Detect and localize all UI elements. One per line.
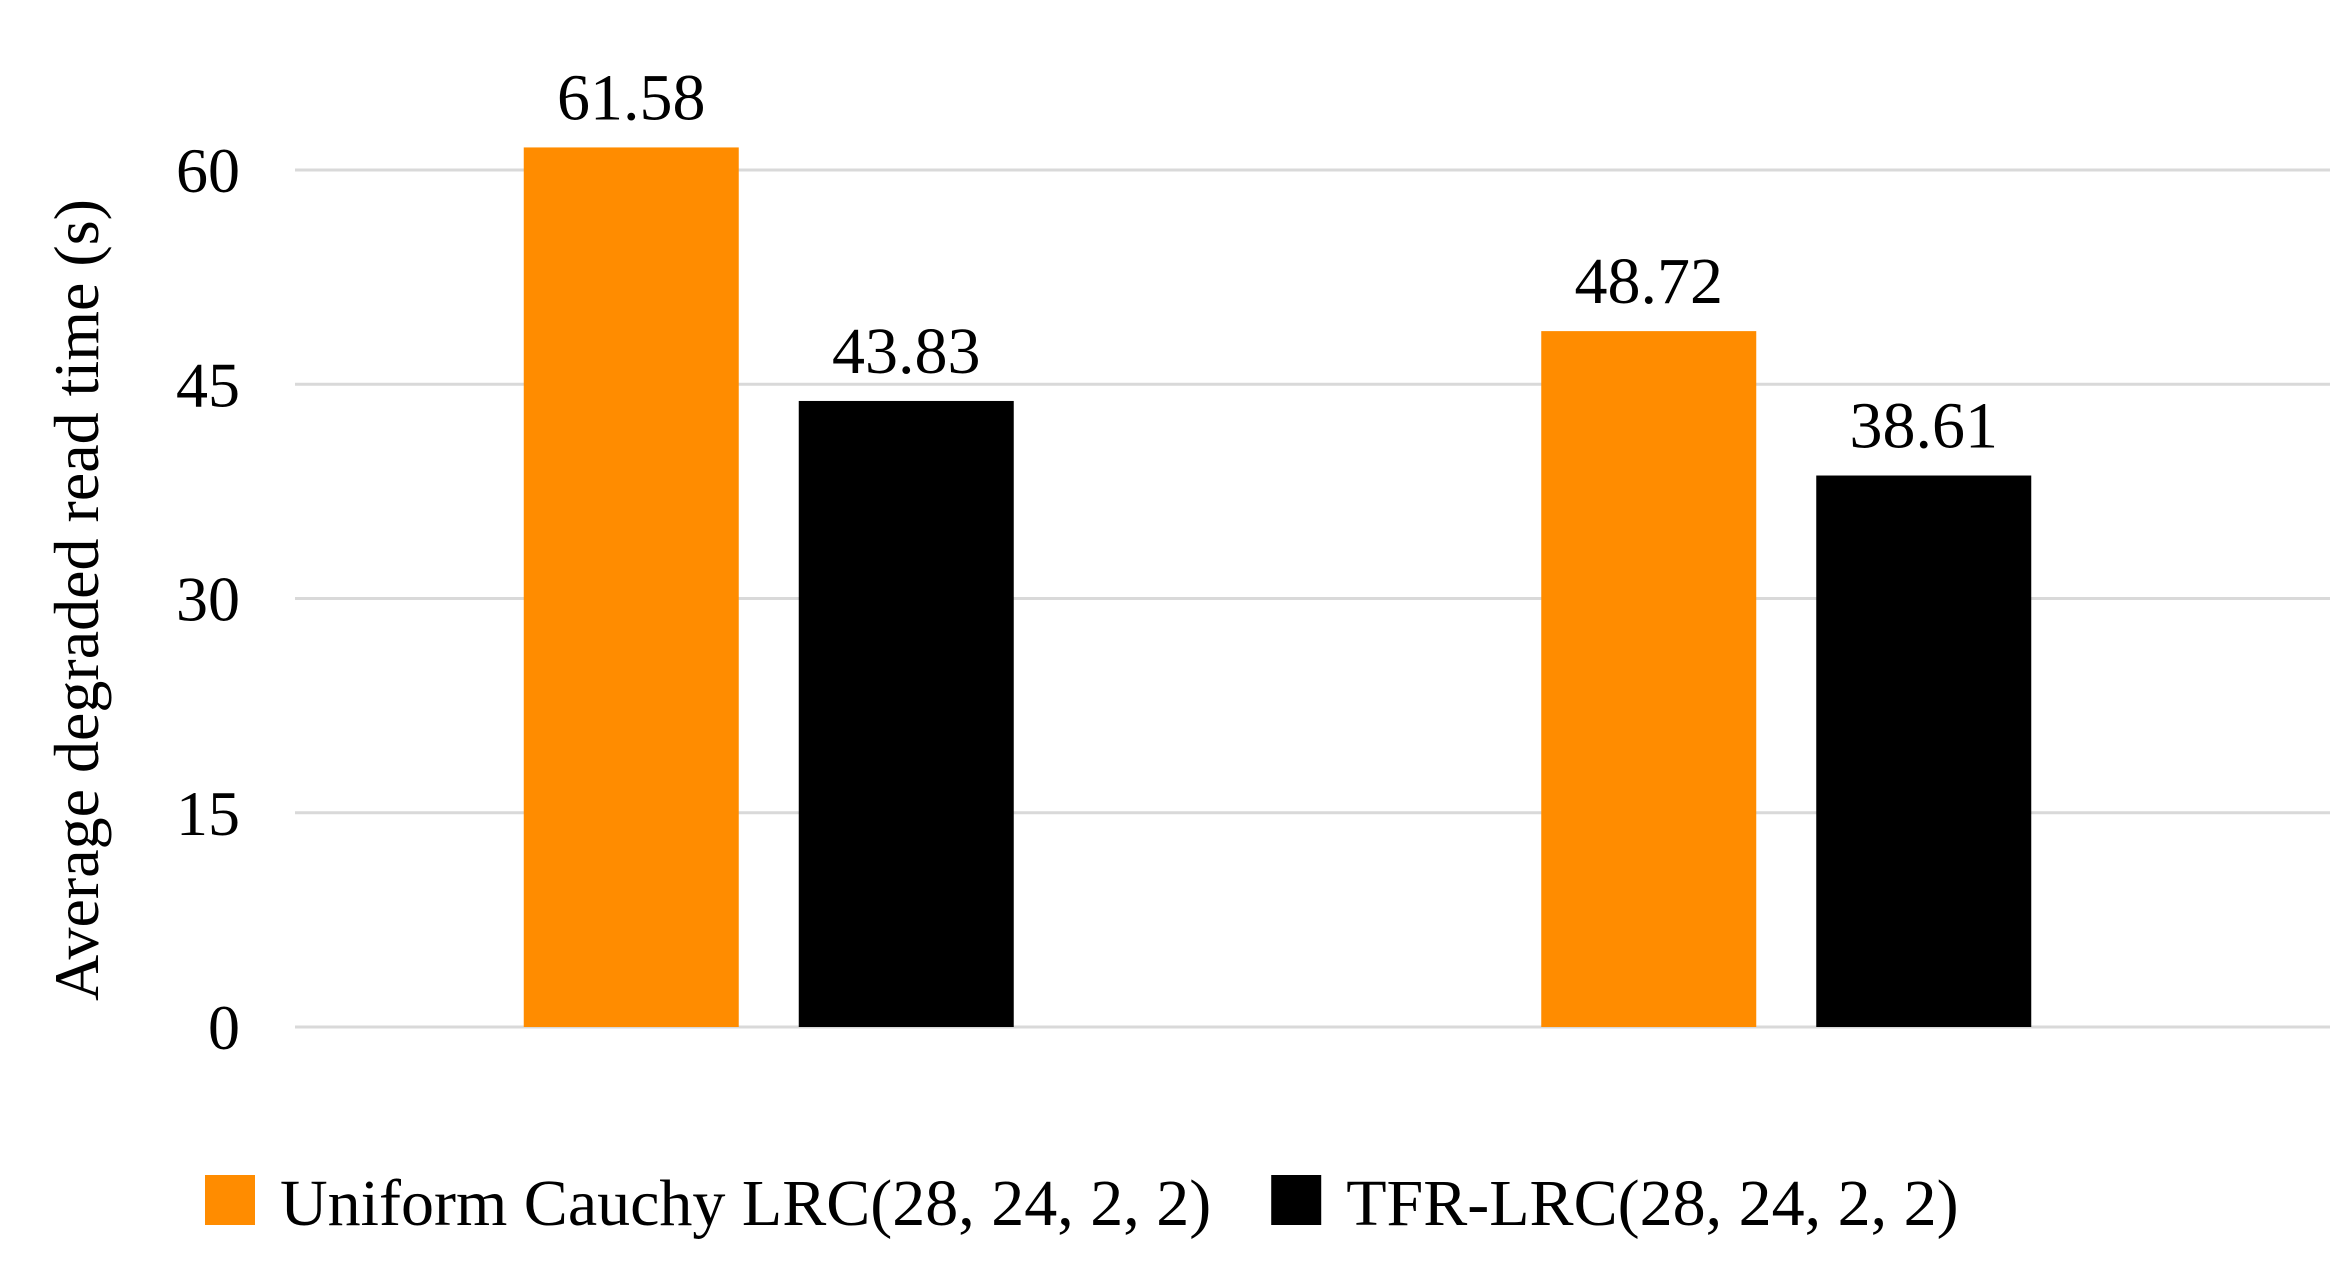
data-label: 48.72: [1575, 245, 1724, 318]
bar-series1-cat0: [798, 400, 1014, 1027]
bar-series0-cat1: [1541, 331, 1757, 1028]
data-labels: 61.58 43.83 48.72 38.61: [557, 61, 1998, 462]
legend-label-1: TFR-LRC(28, 24, 2, 2): [1346, 1167, 1958, 1240]
legend-swatch-1: [1271, 1175, 1322, 1225]
legend-swatch-0: [205, 1175, 255, 1225]
y-tick-label: 30: [176, 564, 240, 635]
data-label: 38.61: [1850, 390, 1999, 463]
y-axis-title: Average degraded read time (s): [41, 199, 112, 1001]
data-label: 61.58: [557, 61, 706, 134]
legend-label-0: Uniform Cauchy LRC(28, 24, 2, 2): [280, 1167, 1211, 1240]
y-tick-label: 15: [176, 778, 240, 849]
y-tick-label: 0: [208, 992, 240, 1063]
y-tick-label: 45: [176, 349, 240, 420]
bar-series1-cat1: [1816, 475, 2032, 1027]
y-tick-label: 60: [176, 135, 240, 206]
data-label: 43.83: [832, 315, 981, 388]
y-axis-ticks: 0 15 30 45 60: [176, 135, 240, 1063]
legend: Uniform Cauchy LRC(28, 24, 2, 2) TFR-LRC(…: [205, 1167, 1959, 1240]
bars: [523, 147, 2032, 1028]
bar-series0-cat0: [523, 147, 739, 1028]
